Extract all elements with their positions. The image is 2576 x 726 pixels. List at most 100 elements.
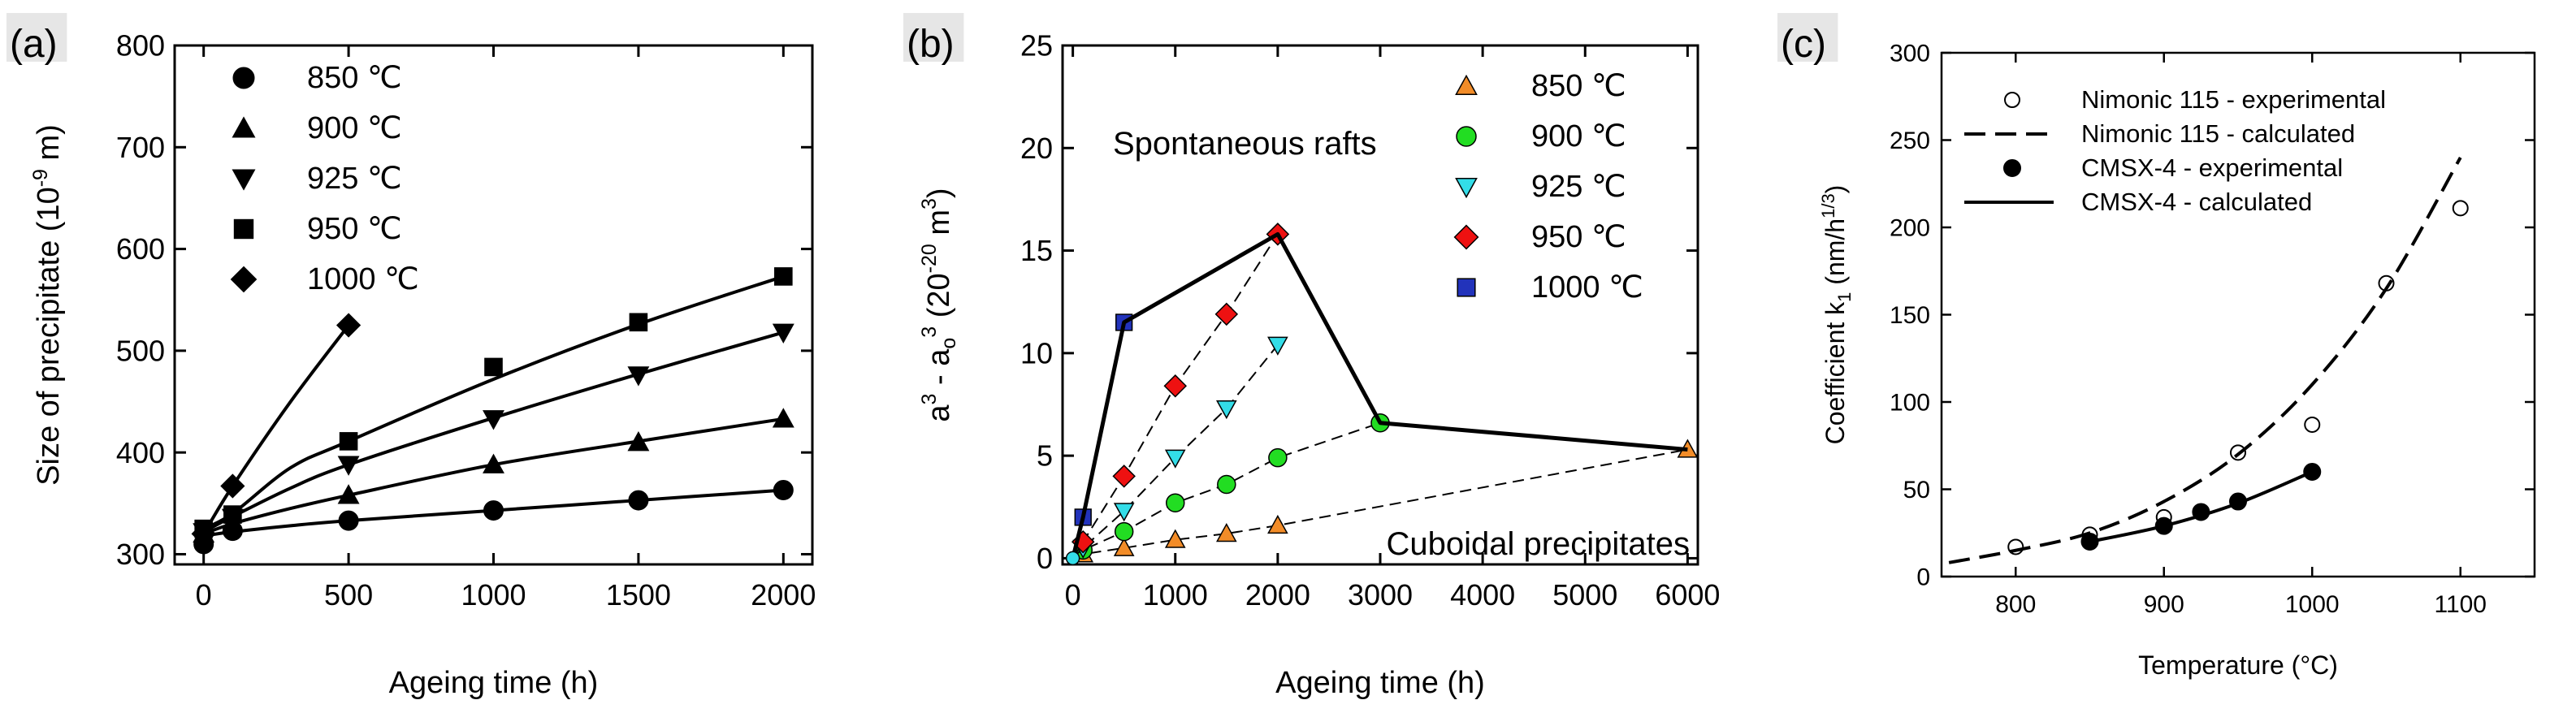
legend-label: 1000 ℃	[307, 262, 419, 296]
data-point	[772, 323, 794, 344]
series-1	[1948, 157, 2462, 564]
data-point	[1164, 529, 1186, 548]
y-tick-label: 300	[1890, 41, 1930, 67]
y-tick-label: 400	[116, 436, 165, 469]
data-point	[220, 473, 245, 499]
y-tick-label: 0	[1916, 564, 1930, 591]
legend-marker	[232, 116, 256, 138]
data-point	[1065, 551, 1080, 566]
legend-marker	[1456, 126, 1477, 147]
data-point	[483, 410, 504, 430]
data-point	[336, 313, 362, 338]
x-tick-label: 1500	[606, 578, 671, 611]
data-point	[627, 366, 650, 387]
data-point	[338, 510, 359, 531]
data-point	[1112, 465, 1136, 488]
annotation-spontaneous-rafts: Spontaneous rafts	[1113, 126, 1377, 162]
data-point	[1267, 336, 1288, 356]
series-curve	[203, 488, 784, 538]
y-tick-label: 50	[1903, 477, 1930, 503]
origin-point	[1065, 551, 1080, 566]
data-point	[1215, 523, 1237, 542]
data-point	[191, 521, 216, 547]
x-axis-label: Ageing time (h)	[389, 666, 599, 700]
legend-label: Nimonic 115 - experimental	[2081, 85, 2386, 114]
panel-label: (b)	[907, 23, 955, 66]
x-tick-label: 1000	[2285, 591, 2340, 618]
data-point	[2452, 200, 2469, 217]
series-curve	[203, 417, 784, 536]
y-tick-label: 25	[1020, 29, 1053, 63]
data-point	[1163, 374, 1188, 398]
x-axis-label: Ageing time (h)	[1275, 666, 1485, 700]
data-point	[1113, 537, 1135, 556]
data-point	[628, 490, 649, 511]
legend-marker	[1457, 278, 1476, 297]
panel-a: (a) 0 500 1000 1500 2000 300 400 500 600 700 800 Age…	[6, 13, 816, 700]
panel-label-bg	[6, 13, 67, 62]
y-tick-label: 800	[116, 29, 165, 63]
data-point	[1267, 514, 1288, 534]
series-3	[2089, 470, 2314, 543]
data-point	[223, 505, 242, 524]
data-point	[1114, 521, 1134, 542]
data-point	[629, 313, 648, 332]
x-tick-label: 800	[1995, 591, 2036, 618]
x-tick-label: 1100	[2434, 591, 2487, 618]
series-curve	[2089, 470, 2314, 543]
data-point	[484, 357, 503, 377]
legend-label: 925 ℃	[307, 162, 402, 196]
series-curve	[201, 324, 350, 535]
y-tick-label: 500	[116, 334, 165, 367]
legend-label: 925 ℃	[1531, 170, 1626, 204]
legend-marker	[232, 67, 255, 89]
panel-label-bg	[1777, 13, 1838, 62]
x-tick-label: 0	[1065, 578, 1081, 611]
y-tick-label: 10	[1020, 336, 1053, 369]
legend-label: CMSX-4 - experimental	[2081, 153, 2343, 182]
y-axis-label: Coefficient k1 (nm/h1/3)	[1818, 185, 1855, 445]
legend-label: 1000 ℃	[1531, 270, 1643, 305]
data-point	[1165, 493, 1185, 512]
y-tick-label: 150	[1890, 302, 1930, 329]
panel-b: (b) 0 1000 2000 3000 4000 5000 6000 0 5 10 15 20 25 Ag…	[903, 13, 1720, 700]
legend-label: CMSX-4 - calculated	[2081, 188, 2312, 216]
data-point	[337, 456, 360, 476]
panel-label: (a)	[10, 23, 58, 66]
x-tick-label: 4000	[1450, 578, 1515, 611]
x-tick-label: 6000	[1655, 578, 1720, 611]
legend-label: 900 ℃	[307, 111, 402, 145]
x-tick-label: 2000	[1245, 578, 1310, 611]
panel-c: (c) 800 900 1000 1100 0 50 100 150 200 250 300 Tempe…	[1777, 13, 2536, 680]
x-tick-label: 1000	[1143, 578, 1208, 611]
y-tick-label: 0	[1037, 542, 1053, 575]
legend-marker	[1455, 178, 1478, 199]
legend-marker	[2003, 159, 2021, 177]
data-point	[1214, 302, 1239, 326]
data-point	[2304, 416, 2321, 433]
y-tick-label: 5	[1037, 439, 1053, 473]
panel-label: (c)	[1781, 23, 1826, 66]
data-point	[774, 267, 793, 286]
panel-label-bg	[903, 13, 964, 62]
data-point	[483, 453, 504, 473]
x-tick-label: 900	[2144, 591, 2184, 618]
y-tick-label: 15	[1020, 234, 1053, 267]
legend-marker	[230, 266, 258, 293]
legend-label: Nimonic 115 - calculated	[2081, 119, 2355, 148]
series-dashed-line	[1072, 233, 1279, 559]
y-tick-label: 200	[1890, 215, 1930, 242]
series-curve	[1948, 157, 2462, 564]
legend-label: 950 ℃	[1531, 220, 1626, 254]
annotation-cuboidal-precipitates: Cuboidal precipitates	[1386, 526, 1690, 562]
legend-marker	[1455, 74, 1478, 95]
legend-marker	[1453, 224, 1479, 250]
y-tick-label: 700	[116, 131, 165, 164]
legend-label: 850 ℃	[1531, 69, 1626, 103]
data-point	[772, 408, 794, 428]
legend-marker	[2004, 92, 2020, 108]
x-axis-label: Temperature (°C)	[2138, 650, 2338, 680]
x-tick-label: 1000	[461, 578, 526, 611]
legend-marker	[232, 169, 256, 191]
